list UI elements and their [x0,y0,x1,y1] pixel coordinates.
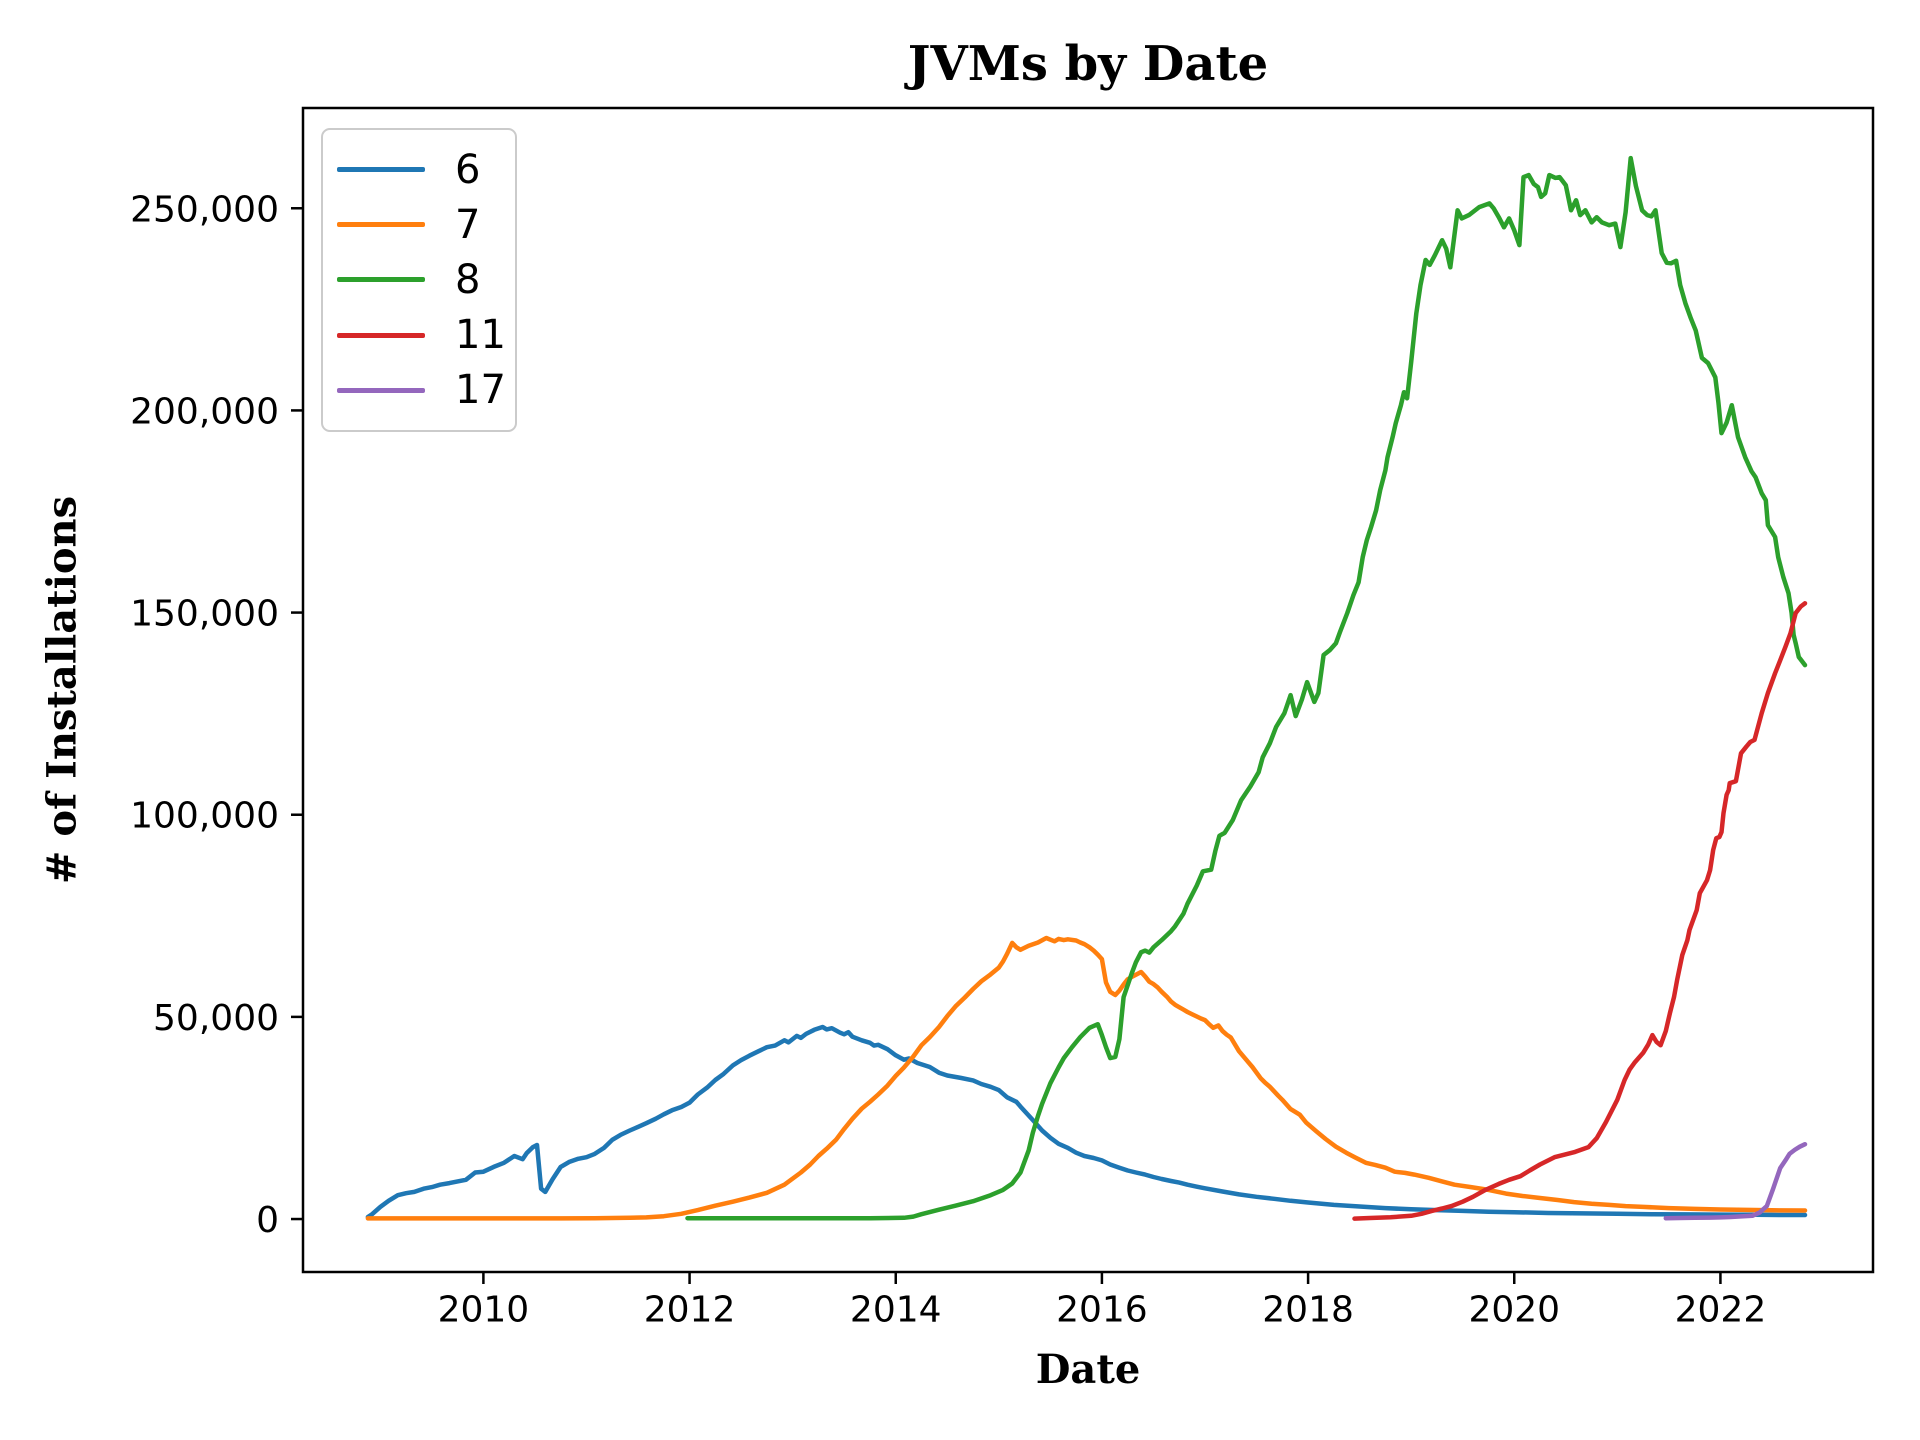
legend-label-11: 11 [455,312,506,359]
x-tick-label: 2022 [1675,1290,1767,1331]
legend-item-6: 6 [337,150,515,190]
legend-item-11: 11 [337,315,515,355]
y-tick-label: 0 [256,1200,279,1241]
x-tick-label: 2016 [1056,1290,1148,1331]
legend-label-7: 7 [455,201,481,248]
legend-label-17: 17 [455,367,506,414]
series-line-11 [1352,601,1808,1221]
y-tick-label: 250,000 [130,189,279,230]
legend-item-17: 17 [337,370,515,410]
chart-title: JVMs by Date [907,36,1269,92]
plot-frame [301,106,1875,1274]
x-tick-label: 2014 [850,1290,942,1331]
series-line-17 [1663,1141,1808,1221]
x-axis-label: Date [1035,1346,1141,1393]
legend-swatch-11 [337,332,425,338]
legend-swatch-17 [337,387,425,393]
x-tick-label: 2010 [438,1290,530,1331]
legend-label-8: 8 [455,256,481,303]
series-line-6 [365,1024,1808,1220]
legend-swatch-8 [337,277,425,283]
legend: 6 7 8 11 17 [321,128,517,432]
x-tick-label: 2012 [644,1290,736,1331]
y-tick-label: 100,000 [130,796,279,837]
y-tick-label: 200,000 [130,391,279,432]
legend-item-8: 8 [337,260,515,300]
y-tick-label: 150,000 [130,594,279,635]
legend-swatch-6 [337,167,425,173]
y-tick-label: 50,000 [153,998,279,1039]
legend-swatch-7 [337,222,425,228]
x-tick-label: 2018 [1262,1290,1354,1331]
series-line-7 [365,935,1808,1221]
series-line-8 [685,155,1808,1221]
legend-label-6: 6 [455,146,481,193]
legend-item-7: 7 [337,205,515,245]
x-tick-label: 2020 [1468,1290,1560,1331]
